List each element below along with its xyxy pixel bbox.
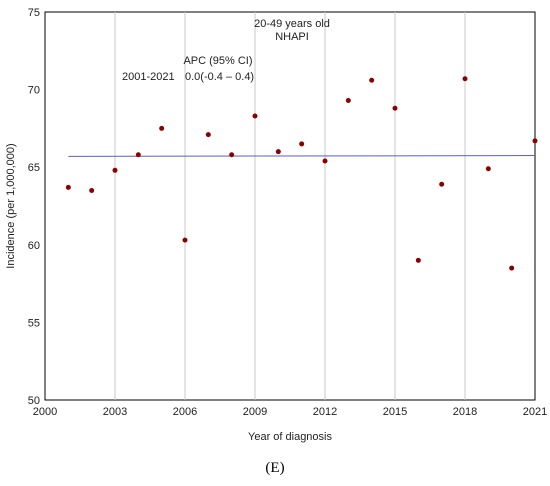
x-axis-title: Year of diagnosis [248,431,332,443]
data-point [345,97,351,103]
data-point [112,167,118,173]
y-tick-labels: 50 55 60 65 70 75 [28,7,40,407]
x-tick-label: 2021 [523,406,547,418]
x-tick-labels: 2000 2003 2006 2009 2012 2015 2018 2021 [33,406,547,418]
y-tick-label: 65 [28,162,40,174]
data-point [299,141,305,147]
data-point [532,138,538,144]
apc-header: APC (95% CI) [183,55,252,67]
y-axis-title: Incidence (per 1,000,000) [5,143,17,268]
panel-label: (E) [265,460,285,476]
x-tick-label: 2012 [313,406,337,418]
y-tick-label: 75 [28,7,40,19]
y-tick-label: 70 [28,85,40,97]
x-tick-label: 2006 [173,406,197,418]
data-point [252,113,258,119]
data-point [439,181,445,187]
y-tick-label: 60 [28,240,40,252]
apc-value: 0.0(-0.4 – 0.4) [185,71,254,83]
incidence-chart: 2000 2003 2006 2009 2012 2015 2018 2021 50 55 60 6… [5,7,547,443]
x-tick-label: 2018 [453,406,477,418]
data-point [392,105,398,111]
data-point [65,184,71,190]
y-tick-label: 55 [28,317,40,329]
data-point [229,152,235,158]
chart-title: 20-49 years old [254,18,330,30]
y-tick-label: 50 [28,395,40,407]
data-point [462,76,468,82]
data-point [415,257,421,263]
data-point [275,149,281,155]
data-point [182,237,188,243]
data-point [322,158,328,164]
data-point [159,125,165,131]
data-point [369,77,375,83]
x-tick-label: 2000 [33,406,57,418]
data-point [485,166,491,172]
x-tick-label: 2003 [103,406,127,418]
x-tick-label: 2015 [383,406,407,418]
chart-subtitle: NHAPI [275,31,309,43]
data-points [65,76,538,271]
data-point [89,187,95,193]
trend-line [68,155,536,157]
data-point [509,265,515,271]
x-tick-label: 2009 [243,406,267,418]
apc-period: 2001-2021 [122,71,175,83]
plot-area [44,11,536,401]
data-point [135,152,141,158]
data-point [205,132,211,138]
